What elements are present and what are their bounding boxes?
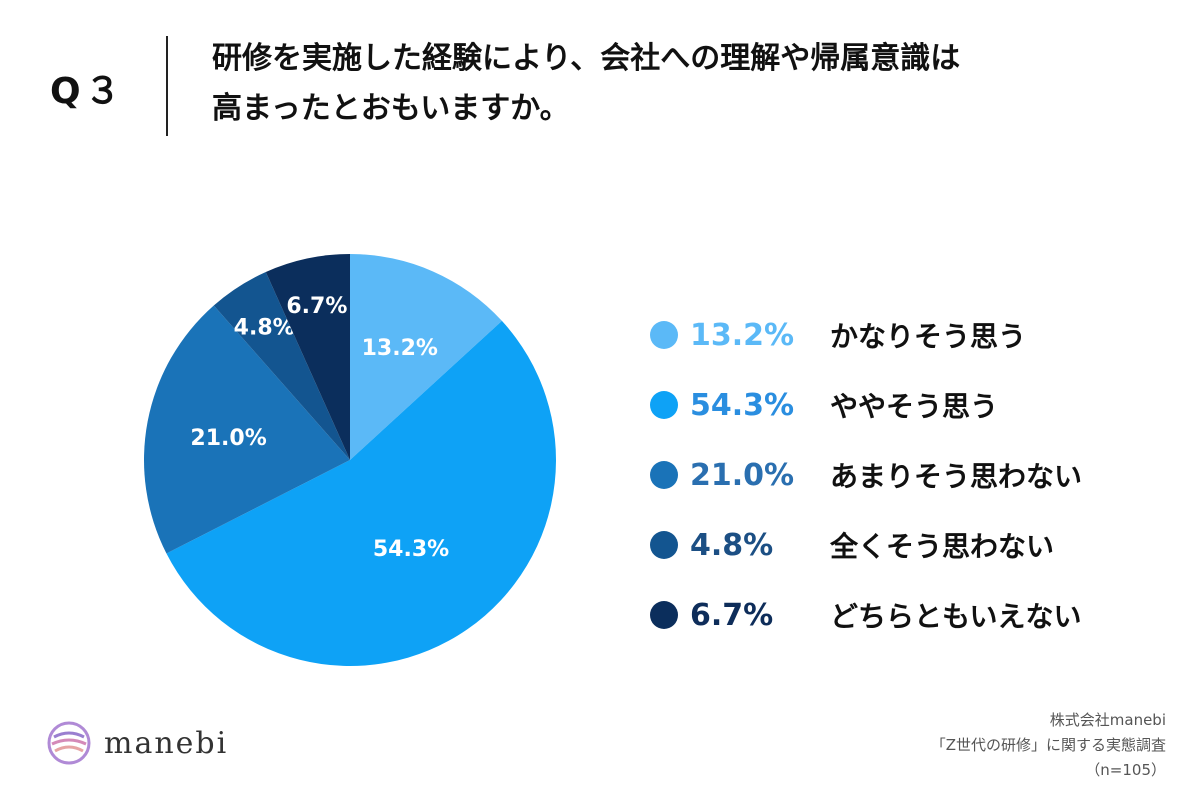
question-line-1: 研修を実施した経験により、会社への理解や帰属意識は xyxy=(212,41,961,76)
pie-slice-0 xyxy=(350,254,502,460)
pie-chart: 13.2% 54.3% 21.0% 4.8%6.7% xyxy=(143,254,556,666)
pie-label-0: 13.2% xyxy=(362,336,438,361)
pie-label-3: 4.8% xyxy=(234,316,295,341)
legend-label-3: 全くそう思わない xyxy=(830,530,1055,563)
legend-label-0: かなりそう思う xyxy=(830,320,1027,353)
legend-item-1: 54.3% ややそう思う xyxy=(650,370,1082,440)
legend-value-0: 13.2% xyxy=(690,317,795,353)
source-company: 株式会社manebi xyxy=(1049,711,1166,729)
legend-swatch-3 xyxy=(650,531,678,559)
source-survey: 「Z世代の研修」に関する実態調査 xyxy=(930,736,1166,754)
legend-label-4: どちらともいえない xyxy=(830,600,1082,633)
pie-slice-4 xyxy=(265,254,350,460)
pie-slice-2 xyxy=(143,305,350,554)
logo-text: manebi xyxy=(104,725,229,761)
legend-swatch-1 xyxy=(650,391,678,419)
legend-value-4: 6.7% xyxy=(690,597,774,633)
legend-swatch-2 xyxy=(650,461,678,489)
legend-value-2: 21.0% xyxy=(690,457,795,493)
source-sample-size: （n=105） xyxy=(1085,761,1166,779)
question-title: 研修を実施した経験により、会社への理解や帰属意識は 高まったとおもいますか。 xyxy=(212,34,1172,134)
pie-label-4: 6.7% xyxy=(286,294,347,319)
manebi-logo: manebi xyxy=(46,720,228,766)
question-number: Q３ xyxy=(50,71,125,112)
pie-slice-1 xyxy=(166,320,556,666)
legend-item-4: 6.7% どちらともいえない xyxy=(650,580,1082,650)
legend-value-3: 4.8% xyxy=(690,527,774,563)
chart-legend: 13.2% かなりそう思う 54.3% ややそう思う 21.0% あまりそう思わない 4.8… xyxy=(650,300,1082,650)
header-divider xyxy=(166,36,168,136)
legend-label-2: あまりそう思わない xyxy=(830,460,1083,493)
pie-label-2: 21.0% xyxy=(190,426,266,451)
pie-label-1: 54.3% xyxy=(373,537,449,562)
legend-label-1: ややそう思う xyxy=(830,390,999,423)
legend-item-2: 21.0% あまりそう思わない xyxy=(650,440,1082,510)
legend-item-3: 4.8% 全くそう思わない xyxy=(650,510,1082,580)
pie-slice-3 xyxy=(213,271,350,460)
source-note: 株式会社manebi 「Z世代の研修」に関する実態調査 （n=105） xyxy=(931,708,1166,783)
legend-swatch-0 xyxy=(650,321,678,349)
legend-value-1: 54.3% xyxy=(690,387,795,423)
manebi-logo-icon xyxy=(47,721,91,765)
legend-item-0: 13.2% かなりそう思う xyxy=(650,300,1082,370)
question-line-2: 高まったとおもいますか。 xyxy=(212,91,570,126)
legend-swatch-4 xyxy=(650,601,678,629)
